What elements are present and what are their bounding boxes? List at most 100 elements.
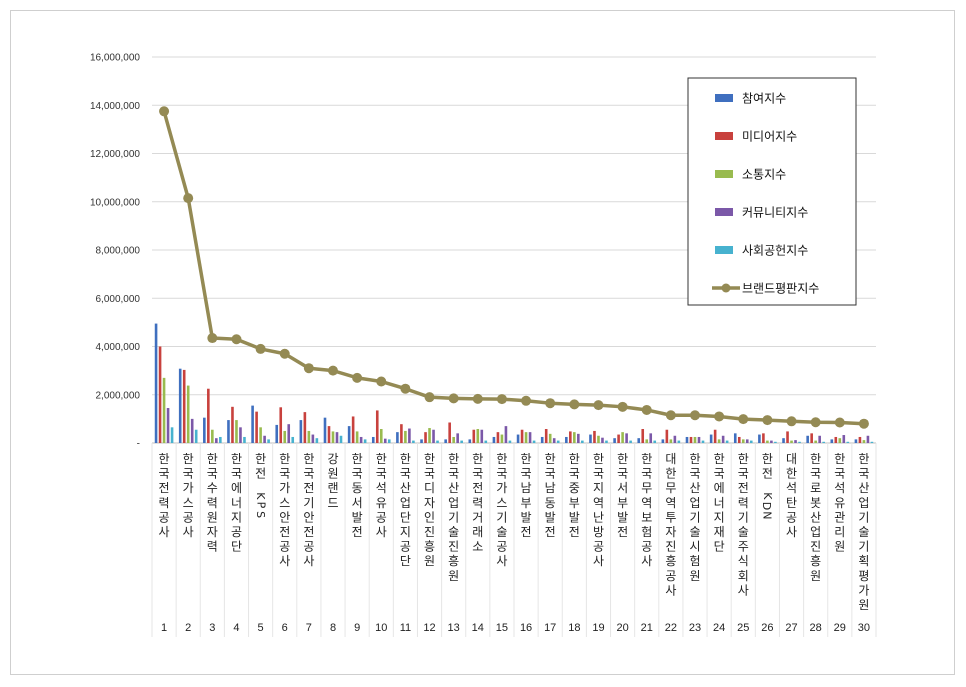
- bar: [235, 420, 238, 443]
- bar: [347, 426, 351, 443]
- bar: [307, 430, 311, 443]
- rank-number: 8: [330, 622, 336, 634]
- bar: [255, 411, 258, 443]
- bar: [733, 433, 737, 443]
- line-point: [472, 393, 483, 404]
- bar: [625, 433, 628, 443]
- line-point: [665, 410, 676, 421]
- bar: [456, 433, 459, 443]
- bar: [758, 434, 761, 443]
- bar: [436, 440, 439, 443]
- bar: [303, 412, 307, 443]
- legend-swatch: [715, 208, 733, 216]
- bar: [404, 430, 407, 443]
- bar: [190, 418, 194, 443]
- series-4: [166, 408, 870, 443]
- bar: [520, 429, 524, 443]
- bar: [323, 417, 327, 443]
- bar: [713, 429, 717, 443]
- line-point: [376, 376, 387, 387]
- bar: [363, 439, 367, 443]
- bar: [745, 439, 749, 443]
- legend-label: 브랜드평판지수: [742, 282, 819, 296]
- bar: [818, 435, 821, 443]
- legend-swatch: [715, 170, 733, 178]
- y-axis-ticks: - 2,000,000 4,000,000 6,000,000 8,000,000 10,…: [90, 53, 140, 450]
- bar: [589, 434, 592, 443]
- y-tick-label: 4,000,000: [96, 342, 141, 353]
- line-point: [593, 400, 604, 411]
- y-tick-label: 14,000,000: [90, 101, 140, 112]
- rank-number: 19: [592, 622, 604, 634]
- line-point: [690, 410, 700, 421]
- bar: [239, 427, 242, 443]
- bar: [219, 436, 222, 443]
- line-point: [255, 343, 266, 354]
- line-point: [448, 393, 459, 404]
- line-point: [207, 333, 218, 344]
- bar: [556, 440, 560, 443]
- rank-number: 3: [209, 622, 215, 634]
- bar: [170, 427, 174, 443]
- line-point: [617, 401, 628, 412]
- rank-number: 2: [185, 622, 191, 634]
- rank-number: 18: [568, 622, 580, 634]
- bar: [629, 440, 632, 443]
- bar: [412, 440, 415, 443]
- bar: [641, 429, 645, 443]
- bar: [532, 440, 536, 443]
- bar: [709, 434, 713, 443]
- line-point: [641, 404, 652, 415]
- bar: [830, 439, 834, 443]
- rank-number: 15: [496, 622, 508, 634]
- bar: [400, 424, 403, 443]
- bar: [669, 439, 673, 443]
- bar: [283, 430, 287, 443]
- line-point: [569, 399, 580, 410]
- rank-number: 23: [689, 622, 701, 634]
- bar: [697, 436, 701, 443]
- bar: [717, 439, 721, 443]
- bar: [798, 441, 801, 443]
- series-3: [162, 377, 866, 443]
- bar: [838, 438, 842, 443]
- bar: [327, 426, 331, 443]
- bar: [721, 435, 725, 443]
- line-point: [424, 392, 435, 403]
- bar: [661, 439, 665, 443]
- bar: [766, 440, 769, 443]
- line-point: [352, 372, 363, 383]
- bar: [673, 435, 677, 443]
- bar: [396, 432, 399, 443]
- bar: [665, 429, 669, 443]
- rank-number: 17: [544, 622, 556, 634]
- bar: [339, 435, 343, 443]
- line-point: [858, 418, 869, 429]
- bar: [685, 436, 689, 443]
- y-tick-label: 12,000,000: [90, 149, 140, 160]
- bar: [492, 436, 496, 443]
- bar: [552, 438, 556, 443]
- bar: [810, 433, 813, 443]
- bar: [782, 438, 785, 443]
- bar: [601, 437, 604, 443]
- bar: [822, 441, 825, 443]
- bar: [774, 441, 777, 443]
- bar: [211, 429, 214, 443]
- bar: [653, 440, 657, 443]
- line-point: [303, 363, 314, 374]
- bar: [577, 433, 580, 443]
